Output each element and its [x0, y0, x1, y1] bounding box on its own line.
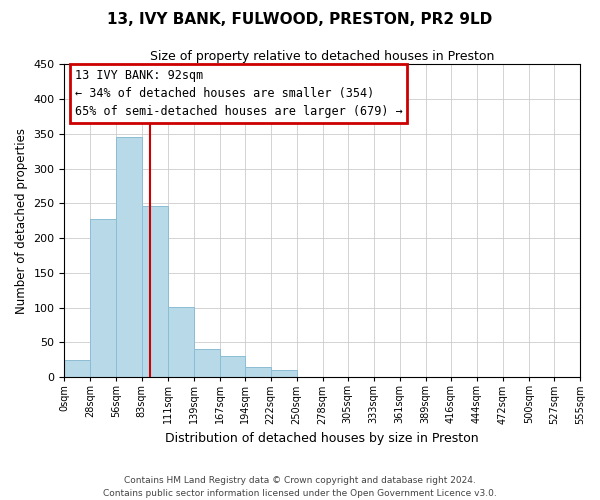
Bar [245, 367, 271, 377]
Text: 13, IVY BANK, FULWOOD, PRESTON, PR2 9LD: 13, IVY BANK, FULWOOD, PRESTON, PR2 9LD [107, 12, 493, 28]
Bar [167, 307, 194, 377]
X-axis label: Distribution of detached houses by size in Preston: Distribution of detached houses by size … [166, 432, 479, 445]
Text: Contains HM Land Registry data © Crown copyright and database right 2024.
Contai: Contains HM Land Registry data © Crown c… [103, 476, 497, 498]
Bar [220, 356, 245, 377]
Bar [142, 206, 167, 377]
Title: Size of property relative to detached houses in Preston: Size of property relative to detached ho… [150, 50, 494, 63]
Bar [194, 350, 220, 377]
Bar [116, 137, 142, 377]
Y-axis label: Number of detached properties: Number of detached properties [15, 128, 28, 314]
Bar [554, 376, 580, 377]
Bar [64, 360, 91, 377]
Bar [271, 370, 296, 377]
Text: 13 IVY BANK: 92sqm
← 34% of detached houses are smaller (354)
65% of semi-detach: 13 IVY BANK: 92sqm ← 34% of detached hou… [75, 69, 403, 118]
Bar [296, 376, 323, 377]
Bar [91, 218, 116, 377]
